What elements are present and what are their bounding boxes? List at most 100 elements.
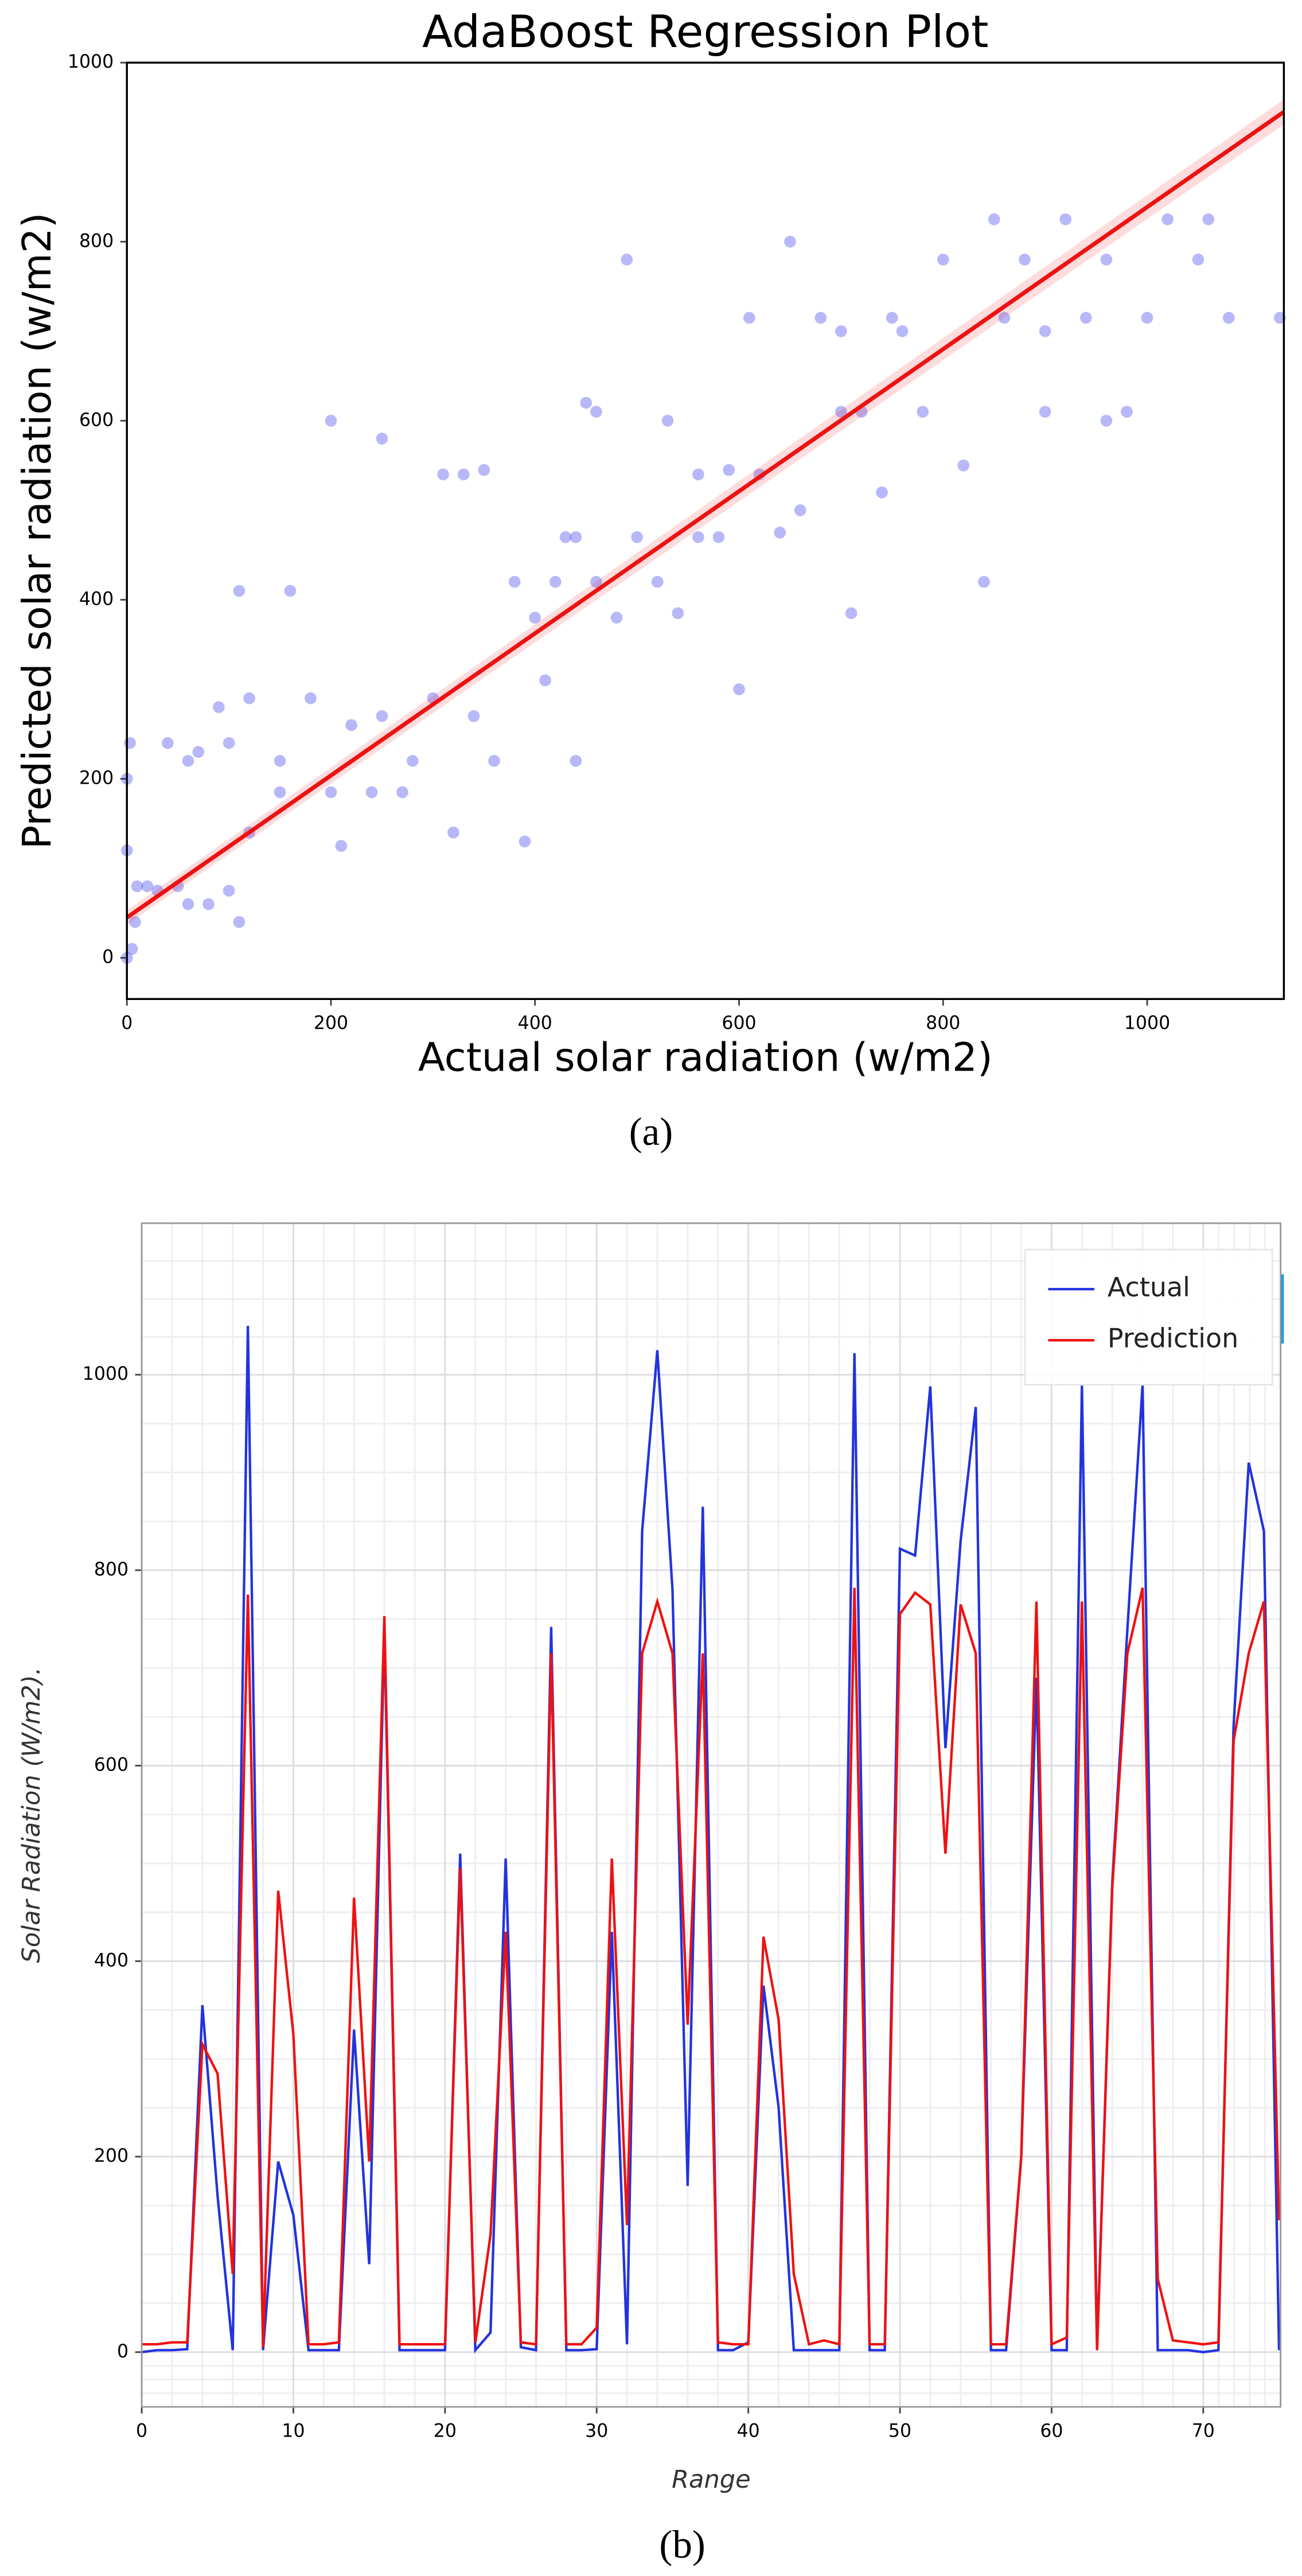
point xyxy=(129,916,141,928)
y-tick-label: 1000 xyxy=(83,1364,128,1384)
point xyxy=(396,786,408,799)
point xyxy=(243,692,256,705)
point xyxy=(814,312,827,324)
x-tick-label: 70 xyxy=(1192,2421,1215,2441)
x-tick-label: 0 xyxy=(121,1013,132,1033)
x-tick-label: 30 xyxy=(585,2421,608,2441)
point xyxy=(376,433,388,445)
point xyxy=(1202,213,1215,225)
point xyxy=(1222,312,1235,324)
x-tick-label: 50 xyxy=(888,2421,911,2441)
point xyxy=(447,826,459,839)
point xyxy=(508,575,521,588)
point xyxy=(162,737,174,749)
point xyxy=(539,674,551,687)
chart-title: AdaBoost Regression Plot xyxy=(422,6,988,58)
point xyxy=(457,468,470,481)
point xyxy=(325,414,337,427)
point xyxy=(1019,254,1031,266)
point xyxy=(233,585,245,597)
point xyxy=(325,786,337,799)
x-tick-label: 400 xyxy=(518,1013,552,1033)
y-tick-label: 400 xyxy=(79,589,114,609)
point xyxy=(1192,254,1204,266)
point xyxy=(478,464,490,476)
point xyxy=(988,213,1000,225)
point xyxy=(1059,213,1072,225)
caption: (b) xyxy=(659,2523,705,2566)
plot-frame xyxy=(126,61,1285,1001)
point xyxy=(733,683,745,695)
point xyxy=(182,754,194,767)
y-tick-label: 0 xyxy=(102,947,114,968)
point xyxy=(978,575,990,588)
point xyxy=(1100,414,1113,427)
y-tick-label: 1000 xyxy=(68,52,114,72)
plot-frame xyxy=(141,1222,1282,2408)
point xyxy=(345,719,357,731)
point xyxy=(1273,312,1286,324)
x-tick-label: 600 xyxy=(722,1013,756,1033)
point xyxy=(692,531,704,543)
point xyxy=(957,459,970,472)
x-tick-label: 200 xyxy=(314,1013,348,1033)
point xyxy=(274,786,286,799)
y-tick-label: 600 xyxy=(79,410,114,430)
y-tick-label: 200 xyxy=(79,768,114,788)
point xyxy=(365,786,378,799)
point xyxy=(835,325,847,337)
point xyxy=(212,701,225,713)
point xyxy=(519,835,531,848)
point xyxy=(223,737,235,749)
point xyxy=(141,880,154,893)
line-series xyxy=(141,1325,1281,2353)
legend-label: Prediction xyxy=(1108,1323,1238,1354)
point xyxy=(233,916,245,928)
point xyxy=(712,531,725,543)
point xyxy=(835,406,847,418)
y-tick-label: 800 xyxy=(94,1559,128,1580)
x-axis-label: Range xyxy=(672,2465,751,2494)
point xyxy=(774,527,786,539)
point xyxy=(376,710,388,722)
point xyxy=(202,898,215,910)
y-tick-label: 0 xyxy=(117,2341,128,2362)
x-tick-label: 0 xyxy=(136,2421,147,2441)
x-tick-label: 1000 xyxy=(1124,1013,1170,1033)
point xyxy=(570,531,582,543)
point xyxy=(1039,325,1051,337)
point xyxy=(794,504,806,516)
point xyxy=(998,312,1011,324)
point xyxy=(559,531,572,543)
point xyxy=(305,692,317,705)
point xyxy=(723,464,735,476)
point xyxy=(1039,406,1051,418)
point xyxy=(937,254,949,266)
point xyxy=(590,406,602,418)
y-tick-label: 600 xyxy=(94,1755,128,1776)
point xyxy=(488,754,500,767)
point xyxy=(784,235,796,248)
point xyxy=(1100,254,1113,266)
caption: (a) xyxy=(629,1110,673,1154)
edge-marker xyxy=(1280,1274,1284,1344)
point xyxy=(631,531,643,543)
point xyxy=(896,325,909,337)
point xyxy=(917,406,929,418)
x-tick-label: 800 xyxy=(926,1013,960,1033)
point xyxy=(223,885,235,897)
point xyxy=(529,612,541,624)
point xyxy=(651,575,664,588)
point xyxy=(743,312,755,324)
x-tick-label: 60 xyxy=(1040,2421,1063,2441)
legend-label: Actual xyxy=(1108,1272,1190,1303)
point xyxy=(621,254,633,266)
y-tick-label: 200 xyxy=(94,2146,128,2166)
point xyxy=(124,737,136,749)
point xyxy=(1141,312,1153,324)
y-axis-label: Predicted solar radiation (w/m2) xyxy=(14,212,60,849)
point xyxy=(126,943,138,955)
point xyxy=(886,312,898,324)
x-tick-label: 10 xyxy=(282,2421,305,2441)
point xyxy=(692,468,704,481)
